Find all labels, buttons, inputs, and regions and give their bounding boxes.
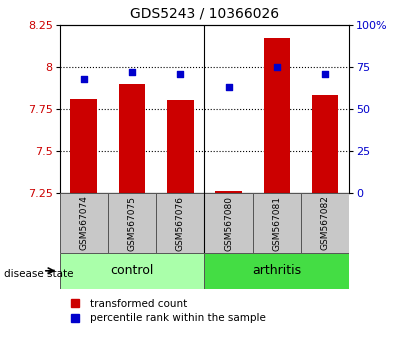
Text: GSM567075: GSM567075 <box>127 195 136 251</box>
Text: disease state: disease state <box>4 269 74 279</box>
Point <box>81 76 87 81</box>
Bar <box>70 99 97 193</box>
Bar <box>204 253 349 289</box>
Title: GDS5243 / 10366026: GDS5243 / 10366026 <box>130 7 279 21</box>
Point <box>177 71 184 76</box>
Bar <box>253 193 301 253</box>
Text: GSM567081: GSM567081 <box>272 195 282 251</box>
Bar <box>119 84 145 193</box>
Bar <box>215 191 242 193</box>
Bar <box>156 193 204 253</box>
Text: arthritis: arthritis <box>252 264 302 277</box>
Bar <box>263 38 290 193</box>
Point <box>322 71 328 76</box>
Point <box>274 64 280 70</box>
Point <box>225 84 232 90</box>
Bar <box>167 101 194 193</box>
Legend: transformed count, percentile rank within the sample: transformed count, percentile rank withi… <box>65 299 266 323</box>
Point <box>129 69 135 75</box>
Text: GSM567082: GSM567082 <box>321 195 330 251</box>
Text: GSM567080: GSM567080 <box>224 195 233 251</box>
Bar <box>108 193 156 253</box>
Bar <box>60 193 108 253</box>
Bar <box>301 193 349 253</box>
Text: GSM567074: GSM567074 <box>79 195 88 251</box>
Text: control: control <box>110 264 154 277</box>
Bar <box>60 253 205 289</box>
Bar <box>204 193 253 253</box>
Text: GSM567076: GSM567076 <box>176 195 185 251</box>
Bar <box>312 96 339 193</box>
